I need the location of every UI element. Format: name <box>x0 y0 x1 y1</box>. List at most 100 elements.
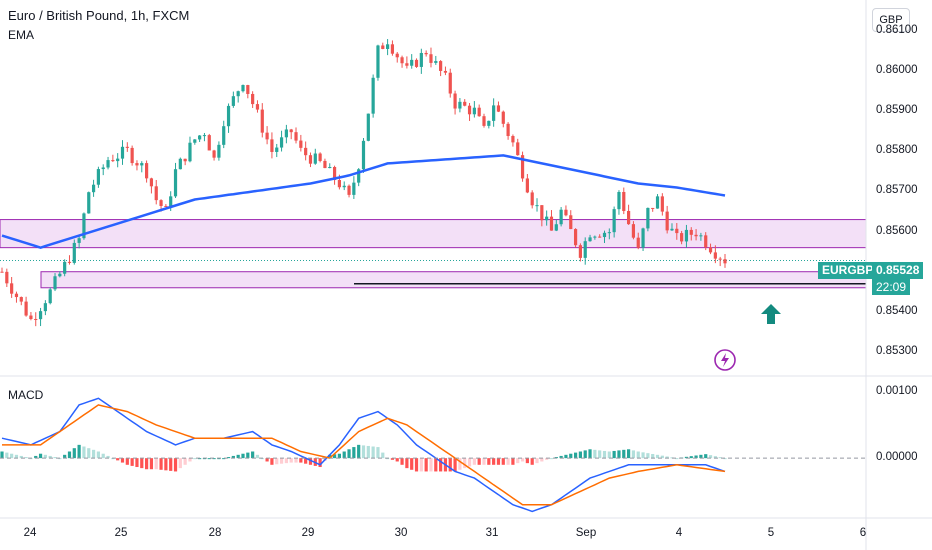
macd-histogram-bar <box>622 449 626 459</box>
macd-histogram-bar <box>91 449 96 459</box>
candle-body <box>236 91 240 97</box>
candle-body <box>313 153 317 164</box>
candle-body <box>101 167 105 170</box>
macd-histogram-bar <box>636 451 640 459</box>
macd-histogram-bar <box>361 445 366 459</box>
macd-histogram-bar <box>63 454 67 459</box>
macd-histogram-bar <box>265 458 269 462</box>
macd-histogram-bar <box>487 458 491 465</box>
macd-histogram-bar <box>588 449 592 459</box>
candle-body <box>699 235 703 237</box>
macd-histogram-bar <box>241 453 245 459</box>
macd-histogram-bar <box>48 455 52 459</box>
macd-histogram-bar <box>10 453 14 459</box>
candle-body <box>5 271 9 284</box>
macd-histogram-bar <box>289 458 293 463</box>
macd-histogram-bar <box>251 451 255 459</box>
candle-body <box>145 163 149 179</box>
macd-histogram-bar <box>670 457 674 459</box>
candle-body <box>554 224 558 231</box>
macd-histogram-bar <box>279 458 284 464</box>
macd-histogram-bar <box>535 458 539 464</box>
candle-body <box>588 237 592 242</box>
candle-body <box>386 44 390 49</box>
time-axis-tick: 5 <box>767 527 775 539</box>
candle-body <box>569 215 573 230</box>
candle-body <box>72 242 76 263</box>
candle-body <box>231 96 235 106</box>
ema-series <box>1 154 726 250</box>
macd-histogram-bar <box>665 456 669 459</box>
candle-body <box>352 182 356 195</box>
candle-body <box>140 163 144 166</box>
macd-histogram-bar <box>318 458 322 468</box>
macd-histogram-bar <box>106 455 110 459</box>
macd-histogram-bar <box>116 458 120 461</box>
candle-body <box>525 178 529 193</box>
macd-histogram-bar <box>212 458 216 460</box>
candle-body <box>545 216 549 221</box>
macd-histogram-bar <box>598 450 602 459</box>
candle-body <box>289 129 293 133</box>
candle-body <box>29 315 33 320</box>
candle-body <box>583 241 587 258</box>
candle-body <box>631 224 636 238</box>
candle-body <box>328 166 332 169</box>
macd-histogram-bar <box>689 456 693 459</box>
time-axis-tick: 28 <box>208 527 222 539</box>
price-axis-tick: 0.85700 <box>876 184 918 197</box>
candle-body <box>183 158 187 162</box>
macd-histogram-bar <box>178 458 182 469</box>
macd-histogram-bar <box>651 453 655 459</box>
macd-histogram-bar <box>525 458 529 464</box>
macd-histogram-bar <box>5 452 9 459</box>
macd-histogram-bar <box>154 458 158 470</box>
currency-button[interactable]: GBP <box>872 8 910 32</box>
macd-histogram-bar <box>424 458 428 472</box>
macd-histogram-bar <box>501 458 505 465</box>
candle-body <box>255 104 260 110</box>
macd-histogram-bar <box>627 449 631 459</box>
macd-histogram-bar <box>352 447 356 459</box>
candle-body <box>304 147 308 156</box>
macd-histogram-bar <box>520 458 525 462</box>
macd-histogram-bar <box>67 451 72 459</box>
macd-histogram-bar <box>371 446 375 459</box>
candle-body <box>516 142 520 156</box>
candle-body <box>713 252 717 259</box>
macd-histogram-bar <box>559 455 563 459</box>
candle-body <box>226 105 231 127</box>
countdown-badge: 22:09 <box>872 279 911 295</box>
candle-body <box>357 169 361 183</box>
candle-body <box>323 160 327 169</box>
macd-histogram-bar <box>19 455 23 459</box>
macd-histogram-bar <box>612 450 616 459</box>
candle-body <box>125 146 129 148</box>
candle-body <box>96 169 100 185</box>
macd-histogram-bar <box>236 454 240 459</box>
macd-histogram-bar <box>516 458 520 464</box>
candle-body <box>120 146 125 159</box>
macd-histogram-bar <box>183 458 187 465</box>
macd-histogram-bar <box>82 446 86 459</box>
candle-body <box>477 107 481 117</box>
candle-body <box>87 192 91 214</box>
candle-body <box>530 192 534 206</box>
candle-body <box>381 45 385 49</box>
lightning-icon[interactable] <box>713 348 737 372</box>
macd-histogram-bar <box>188 458 192 462</box>
time-axis-tick: 24 <box>23 527 37 539</box>
price-axis-tick: 0.85600 <box>876 224 918 237</box>
macd-histogram-bar <box>0 451 4 459</box>
time-axis-tick: 31 <box>485 527 499 539</box>
macd-indicator-label[interactable]: MACD <box>8 388 44 402</box>
candle-body <box>578 245 582 258</box>
candle-body <box>275 147 279 152</box>
price-axis-tick: 0.86100 <box>876 24 918 37</box>
ema-indicator-label[interactable]: EMA <box>8 28 35 42</box>
macd-histogram-bar <box>222 458 226 460</box>
macd-histogram-bar <box>164 458 168 471</box>
macd-histogram-bar <box>704 454 708 459</box>
candle-body <box>593 236 597 238</box>
